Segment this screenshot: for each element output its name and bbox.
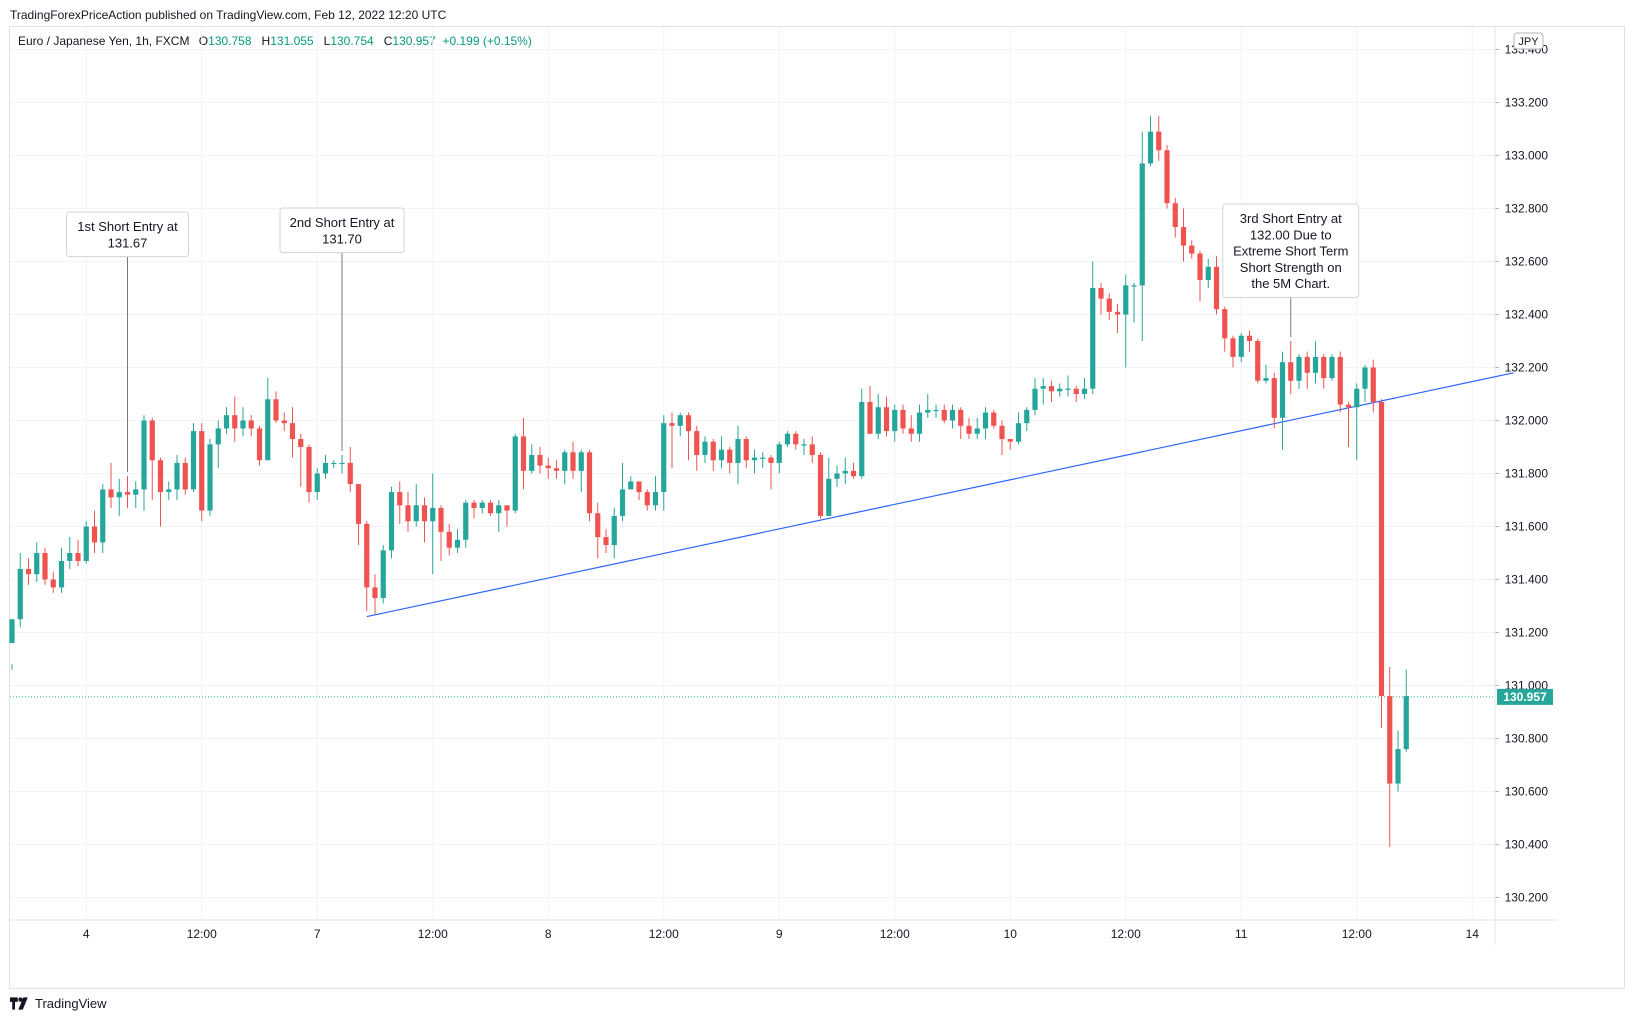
chart-legend: Euro / Japanese Yen, 1h, FXCM O130.758 H… [18, 34, 532, 48]
legend-high-key: H [261, 34, 271, 48]
legend-close-key: C [383, 34, 393, 48]
legend-open-key: O [198, 34, 209, 48]
legend-low-key: L [323, 34, 331, 48]
footer-branding[interactable]: TradingView [10, 996, 107, 1011]
tradingview-logo-icon [10, 997, 28, 1010]
legend-symbol[interactable]: Euro / Japanese Yen, 1h, FXCM [18, 34, 190, 48]
legend-close-value: 130.957 [392, 34, 436, 48]
legend-change: +0.199 (+0.15%) [442, 34, 532, 48]
chart-frame [9, 26, 1625, 989]
footer-brand-label: TradingView [35, 996, 107, 1011]
legend-open-value: 130.758 [208, 34, 252, 48]
published-caption: TradingForexPriceAction published on Tra… [10, 8, 447, 22]
legend-high-value: 131.055 [270, 34, 314, 48]
legend-low-value: 130.754 [330, 34, 374, 48]
